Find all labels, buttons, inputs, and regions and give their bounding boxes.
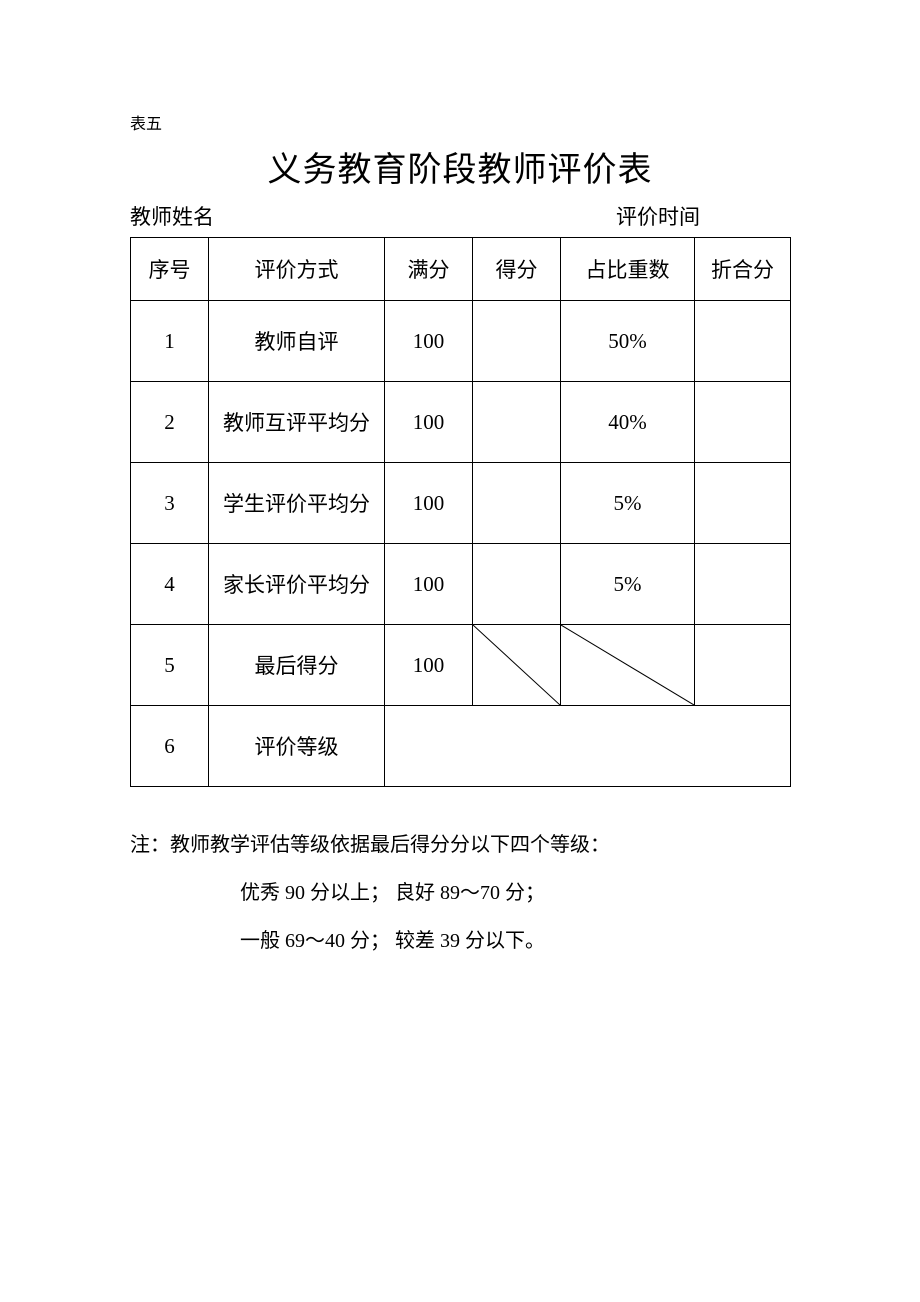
- eval-time-label: 评价时间: [616, 201, 700, 231]
- table-header-cell: 折合分: [695, 238, 791, 301]
- score-cell: [473, 625, 561, 706]
- table-header-cell: 满分: [385, 238, 473, 301]
- full-score-cell: 100: [385, 382, 473, 463]
- seq-cell: 2: [131, 382, 209, 463]
- converted-cell: [695, 382, 791, 463]
- converted-cell: [695, 625, 791, 706]
- table-header-cell: 占比重数: [561, 238, 695, 301]
- full-score-cell: 100: [385, 463, 473, 544]
- method-cell: 最后得分: [209, 625, 385, 706]
- seq-cell: 3: [131, 463, 209, 544]
- teacher-name-label: 教师姓名: [130, 201, 214, 231]
- weight-cell: 5%: [561, 463, 695, 544]
- table-body: 1教师自评10050%2教师互评平均分10040%3学生评价平均分1005%4家…: [131, 301, 791, 787]
- method-cell: 学生评价平均分: [209, 463, 385, 544]
- method-cell: 教师互评平均分: [209, 382, 385, 463]
- method-cell: 教师自评: [209, 301, 385, 382]
- note-line-3: 一般 69～40 分； 较差 39 分以下。: [130, 917, 790, 965]
- score-cell: [473, 382, 561, 463]
- score-cell: [473, 301, 561, 382]
- seq-cell: 1: [131, 301, 209, 382]
- meta-row: 教师姓名 评价时间: [130, 201, 790, 231]
- table-header-cell: 序号: [131, 238, 209, 301]
- table-number-label: 表五: [130, 110, 790, 134]
- full-score-cell: 100: [385, 625, 473, 706]
- score-cell: [473, 463, 561, 544]
- table-header-row: 序号评价方式满分得分占比重数折合分: [131, 238, 791, 301]
- seq-cell: 4: [131, 544, 209, 625]
- evaluation-table: 序号评价方式满分得分占比重数折合分 1教师自评10050%2教师互评平均分100…: [130, 237, 791, 787]
- note-line-1: 注：教师教学评估等级依据最后得分分以下四个等级：: [130, 821, 790, 869]
- table-row: 5最后得分100: [131, 625, 791, 706]
- table-head: 序号评价方式满分得分占比重数折合分: [131, 238, 791, 301]
- seq-cell: 5: [131, 625, 209, 706]
- table-row: 2教师互评平均分100 40%: [131, 382, 791, 463]
- note-line-2: 优秀 90 分以上； 良好 89～70 分；: [130, 869, 790, 917]
- score-cell: [473, 544, 561, 625]
- weight-cell: 40%: [561, 382, 695, 463]
- table-row: 1教师自评100 50%: [131, 301, 791, 382]
- weight-cell: 5%: [561, 544, 695, 625]
- converted-cell: [695, 463, 791, 544]
- merged-tail-cell: [385, 706, 791, 787]
- converted-cell: [695, 301, 791, 382]
- full-score-cell: 100: [385, 544, 473, 625]
- weight-cell: 50%: [561, 301, 695, 382]
- meta-spacer: [214, 201, 616, 231]
- document-page: 表五 义务教育阶段教师评价表 教师姓名 评价时间 序号评价方式满分得分占比重数折…: [0, 0, 920, 965]
- full-score-cell: 100: [385, 301, 473, 382]
- document-title: 义务教育阶段教师评价表: [130, 142, 790, 191]
- weight-cell: [561, 625, 695, 706]
- table-header-cell: 评价方式: [209, 238, 385, 301]
- method-cell: 评价等级: [209, 706, 385, 787]
- converted-cell: [695, 544, 791, 625]
- table-row: 6评价等级: [131, 706, 791, 787]
- table-row: 3学生评价平均分100 5%: [131, 463, 791, 544]
- seq-cell: 6: [131, 706, 209, 787]
- notes-block: 注：教师教学评估等级依据最后得分分以下四个等级： 优秀 90 分以上； 良好 8…: [130, 821, 790, 965]
- table-row: 4家长评价平均分100 5%: [131, 544, 791, 625]
- method-cell: 家长评价平均分: [209, 544, 385, 625]
- table-header-cell: 得分: [473, 238, 561, 301]
